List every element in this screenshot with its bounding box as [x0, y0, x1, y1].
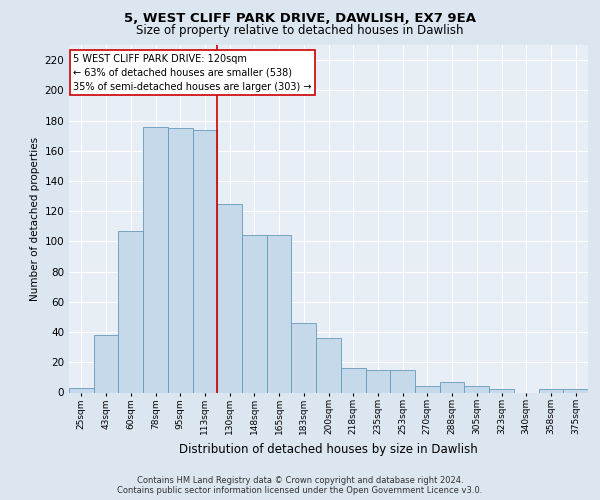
Y-axis label: Number of detached properties: Number of detached properties [30, 136, 40, 301]
Text: Size of property relative to detached houses in Dawlish: Size of property relative to detached ho… [136, 24, 464, 37]
Bar [94, 335, 118, 392]
Text: Contains public sector information licensed under the Open Government Licence v3: Contains public sector information licen… [118, 486, 482, 495]
Bar [292, 323, 316, 392]
Bar [390, 370, 415, 392]
Bar [563, 390, 588, 392]
Bar [168, 128, 193, 392]
Bar [143, 126, 168, 392]
Bar [267, 236, 292, 392]
Bar [440, 382, 464, 392]
Text: Contains HM Land Registry data © Crown copyright and database right 2024.: Contains HM Land Registry data © Crown c… [137, 476, 463, 485]
Bar [118, 231, 143, 392]
Bar [316, 338, 341, 392]
Bar [217, 204, 242, 392]
Bar [489, 390, 514, 392]
Bar [341, 368, 365, 392]
Text: 5, WEST CLIFF PARK DRIVE, DAWLISH, EX7 9EA: 5, WEST CLIFF PARK DRIVE, DAWLISH, EX7 9… [124, 12, 476, 26]
Bar [464, 386, 489, 392]
X-axis label: Distribution of detached houses by size in Dawlish: Distribution of detached houses by size … [179, 443, 478, 456]
Bar [193, 130, 217, 392]
Bar [365, 370, 390, 392]
Bar [415, 386, 440, 392]
Bar [242, 236, 267, 392]
Text: 5 WEST CLIFF PARK DRIVE: 120sqm
← 63% of detached houses are smaller (538)
35% o: 5 WEST CLIFF PARK DRIVE: 120sqm ← 63% of… [73, 54, 311, 92]
Bar [69, 388, 94, 392]
Bar [539, 390, 563, 392]
